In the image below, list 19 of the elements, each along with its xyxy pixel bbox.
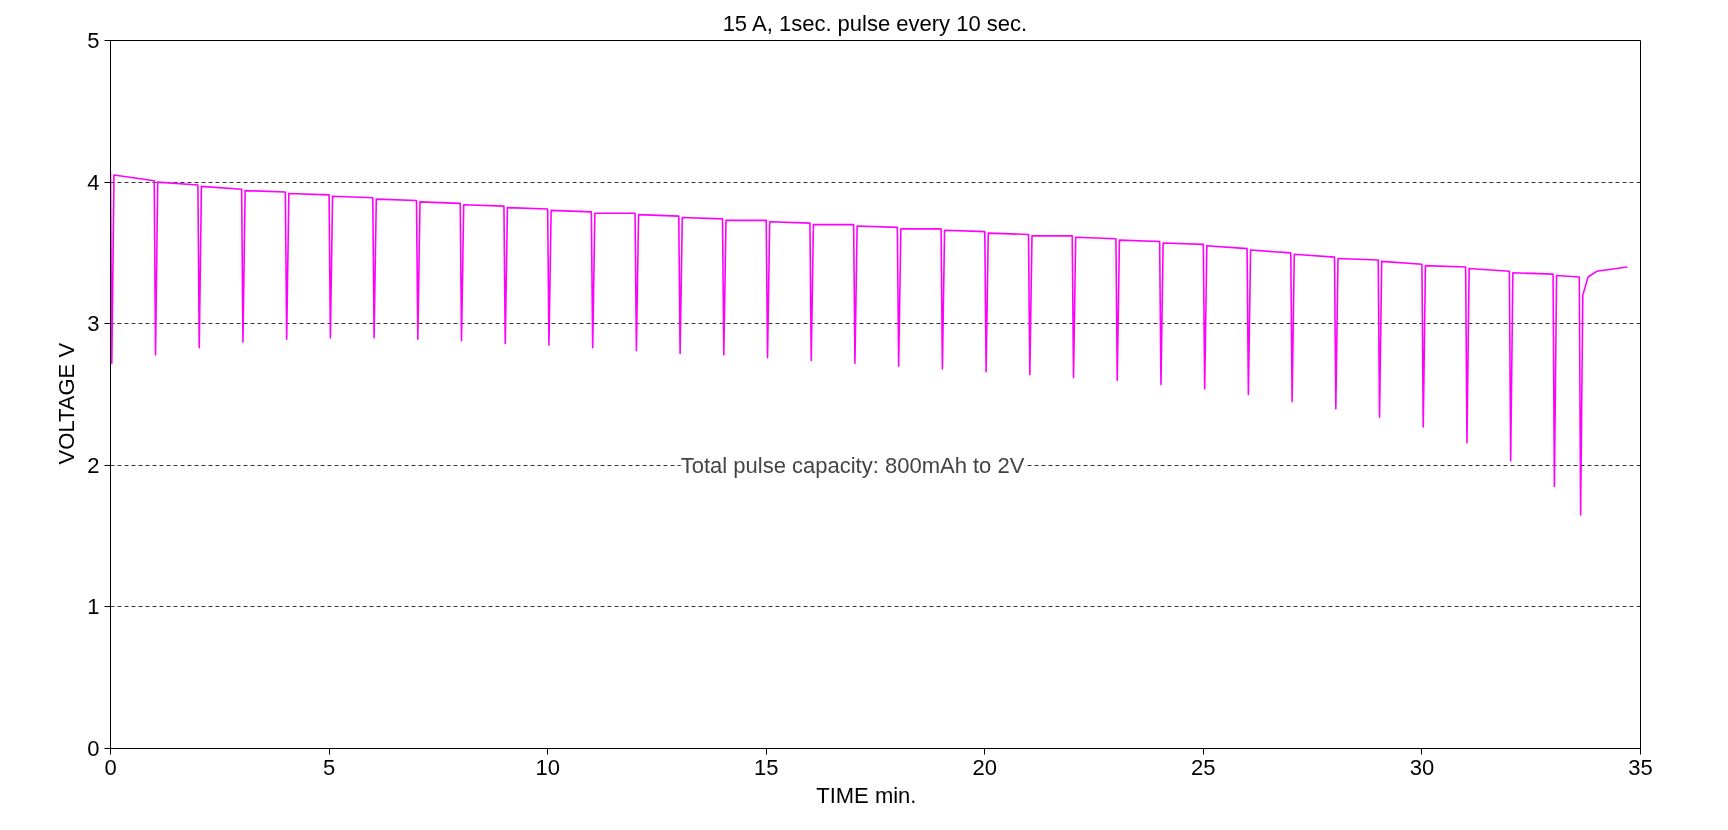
y-axis-title: VOLTAGE V [54, 342, 80, 465]
y-tick-label: 4 [87, 169, 100, 195]
annotation: Total pulse capacity: 800mAh to 2V [680, 452, 1025, 478]
y-tick-label: 2 [87, 452, 100, 478]
y-tick-label: 5 [87, 28, 100, 53]
y-tick-label: 0 [87, 736, 100, 761]
y-tick-label: 3 [87, 311, 100, 337]
x-tick-label: 15 [753, 754, 779, 780]
chart-title: 15 A, 1sec. pulse every 10 sec. [722, 10, 1028, 36]
x-axis-title: TIME min. [816, 782, 917, 808]
x-tick-label: 30 [1409, 754, 1435, 780]
x-tick-label: 10 [535, 754, 560, 780]
line-series [110, 171, 1629, 516]
x-tick-label: 20 [972, 754, 998, 780]
x-tick-label: 5 [322, 754, 336, 780]
x-tick-label: 0 [104, 754, 117, 780]
x-tick-label: 35 [1628, 754, 1653, 780]
x-tick-label: 25 [1191, 754, 1216, 780]
y-tick-label: 1 [87, 594, 100, 620]
